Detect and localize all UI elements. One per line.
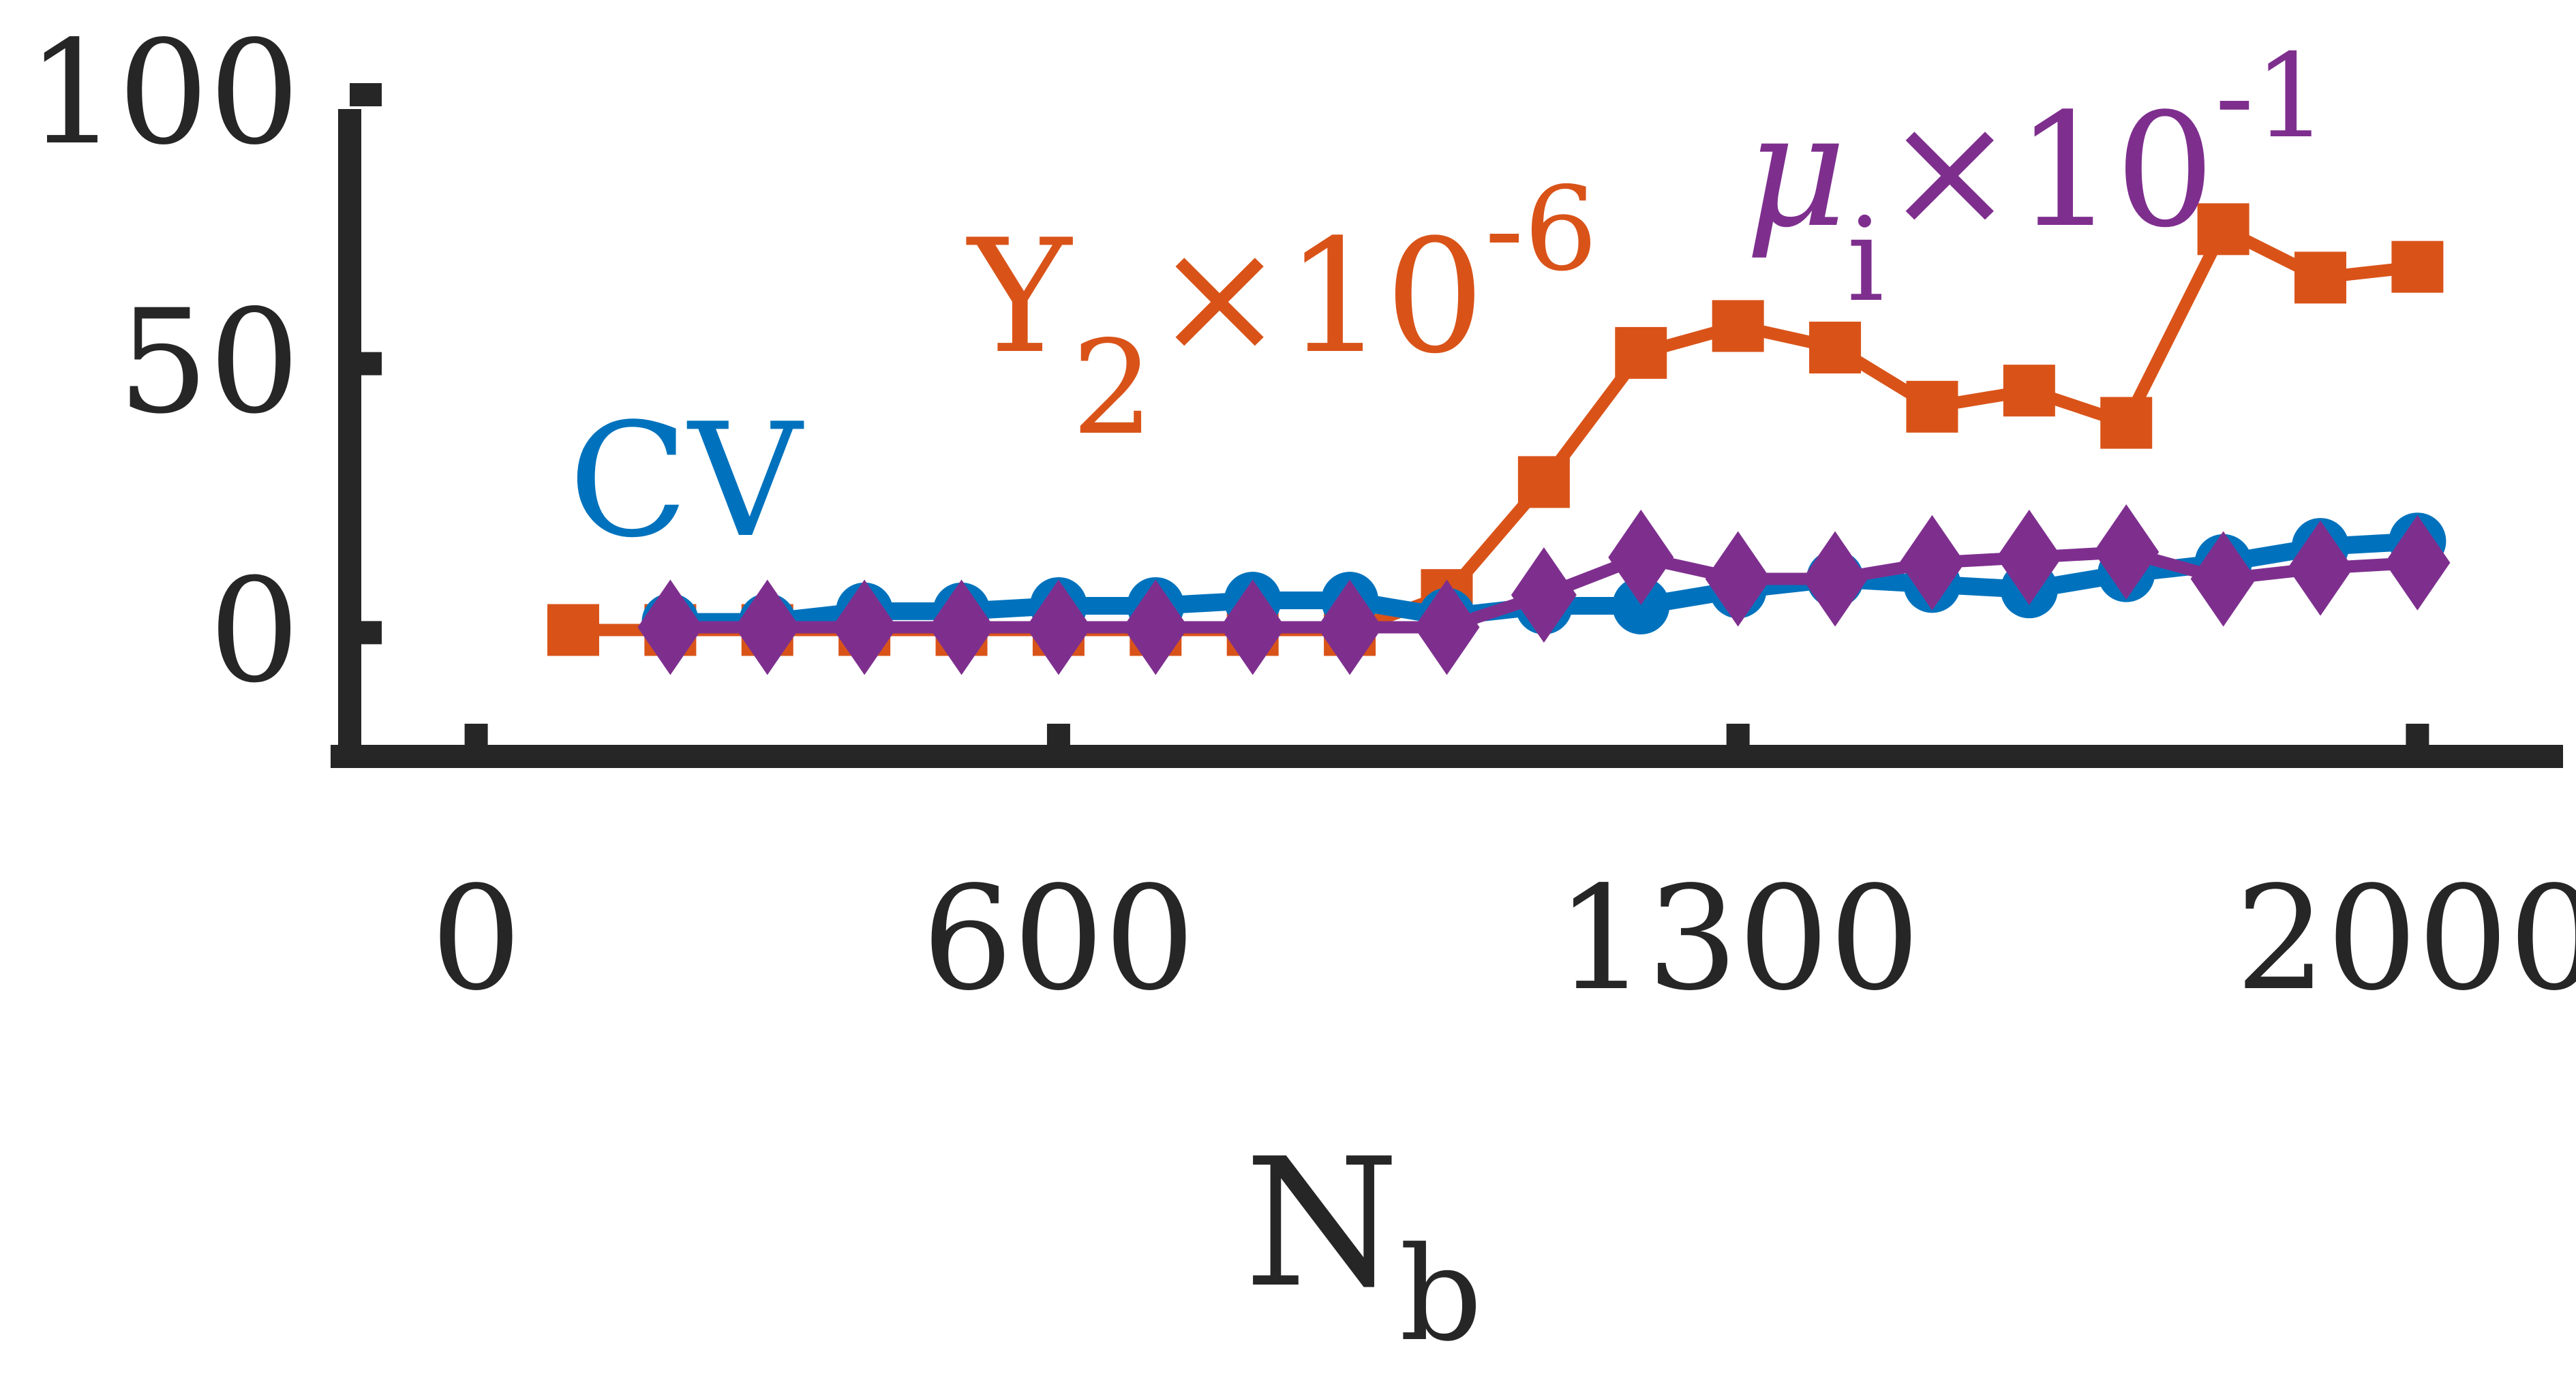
data-point-diamond — [832, 579, 898, 675]
x-tick-label: 600 — [922, 855, 1196, 1022]
data-point-diamond — [1996, 509, 2062, 605]
data-point-diamond — [1608, 509, 1674, 605]
label-mu-exponent: -1 — [2215, 29, 2328, 164]
x-tick-label: 2000 — [2235, 855, 2576, 1022]
data-point-square — [1615, 326, 1667, 379]
label-y2: Y2×10-6 — [966, 162, 1598, 463]
data-point-diamond — [2288, 520, 2354, 616]
y-tick-label: 50 — [118, 279, 300, 446]
data-point-square — [2197, 203, 2249, 256]
x-axis-label-subscript: b — [1399, 1219, 1483, 1370]
data-point-diamond — [1317, 579, 1383, 675]
x-tick-label: 0 — [431, 855, 522, 1022]
data-point-diamond — [2093, 504, 2160, 600]
data-point-square — [2391, 241, 2444, 293]
data-point-circle — [1612, 577, 1670, 634]
data-point-square — [1906, 380, 1958, 433]
data-point-diamond — [1705, 531, 1771, 627]
data-point-square — [1712, 300, 1764, 352]
data-point-diamond — [2384, 515, 2451, 611]
data-point-diamond — [1123, 579, 1189, 675]
label-y2-base: Y — [966, 206, 1073, 388]
series-layer — [547, 203, 2451, 675]
data-point-diamond — [1025, 579, 1091, 675]
data-point-diamond — [1899, 515, 1965, 611]
data-point-diamond — [1802, 531, 1868, 627]
x-axis-label-main: N — [1244, 1121, 1399, 1327]
x-axis-label: Nb — [1244, 1121, 1482, 1370]
series-diamond — [637, 504, 2451, 675]
label-y2-factor: ×10 — [1154, 206, 1485, 388]
data-point-diamond — [637, 579, 703, 675]
axes: 0 50 100 0 600 1300 2000 — [27, 10, 2576, 1022]
data-point-diamond — [928, 579, 995, 675]
label-cv: CV — [569, 390, 804, 572]
data-point-diamond — [2190, 531, 2256, 627]
data-point-square — [1809, 322, 1862, 373]
label-mu: μi×10-1 — [1745, 29, 2328, 328]
data-point-square — [1517, 456, 1570, 508]
data-point-square — [547, 604, 599, 656]
data-point-diamond — [1219, 579, 1286, 675]
label-mu-base: μ — [1745, 80, 1847, 262]
label-mu-subscript: i — [1847, 193, 1883, 328]
data-point-square — [2003, 365, 2055, 417]
y-tick-label: 100 — [27, 10, 300, 176]
data-point-square — [2100, 397, 2153, 449]
x-tick-label: 1300 — [1556, 855, 1920, 1022]
label-y2-subscript: 2 — [1072, 313, 1154, 463]
data-point-diamond — [734, 579, 800, 675]
data-point-diamond — [1414, 579, 1480, 675]
y-tick-label: 0 — [209, 547, 300, 714]
label-y2-exponent: -6 — [1485, 162, 1598, 297]
data-point-diamond — [1511, 547, 1577, 643]
data-point-square — [2294, 251, 2347, 304]
label-mu-factor: ×10 — [1884, 80, 2215, 262]
